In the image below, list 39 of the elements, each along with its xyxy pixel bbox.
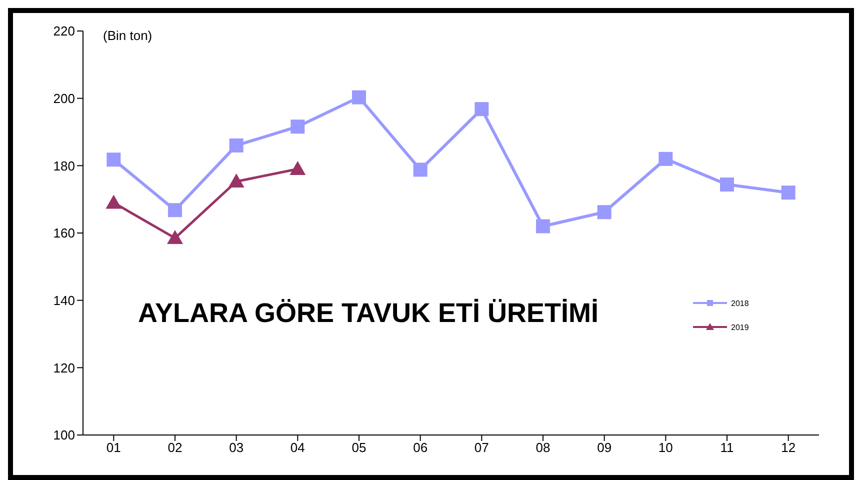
y-tick-label: 180 — [53, 158, 75, 174]
x-tick-label: 02 — [168, 440, 182, 456]
y-axis-title: (Bin ton) — [103, 28, 152, 43]
x-tick-label: 06 — [413, 440, 428, 456]
point — [290, 161, 306, 176]
y-tick-label: 140 — [53, 292, 75, 308]
point — [658, 152, 673, 166]
y-tick-label: 100 — [53, 428, 75, 443]
point — [352, 90, 366, 104]
x-tick-label: 04 — [290, 440, 305, 456]
x-tick-label: 10 — [658, 440, 673, 456]
y-tick-label: 120 — [53, 360, 75, 376]
point — [536, 219, 550, 234]
x-tick-label: 12 — [781, 440, 796, 456]
point — [597, 205, 612, 220]
point — [229, 138, 244, 152]
point — [720, 178, 734, 192]
y-tick-label: 200 — [53, 90, 75, 106]
x-tick-label: 09 — [597, 440, 612, 456]
point — [474, 102, 489, 116]
text: AYLARA GÖRE TAVUK ETİ ÜRETİMİ — [138, 298, 599, 329]
x-tick-label: 03 — [229, 440, 244, 456]
point — [106, 194, 122, 209]
point — [106, 152, 121, 167]
x-tick-label: 05 — [352, 440, 366, 456]
point — [290, 120, 305, 134]
y-tick-label: 220 — [53, 24, 75, 39]
x-tick-label: 01 — [106, 440, 121, 456]
point — [228, 173, 244, 188]
legend-label: 2019 — [731, 322, 749, 332]
point — [413, 162, 428, 177]
point — [167, 230, 183, 244]
point — [781, 186, 796, 200]
legend-label: 2018 — [731, 298, 749, 308]
x-tick-label: 11 — [720, 440, 734, 456]
point — [168, 203, 182, 218]
x-tick-label: 07 — [474, 440, 489, 456]
x-tick-label: 08 — [536, 440, 550, 456]
y-tick-label: 160 — [53, 226, 75, 241]
